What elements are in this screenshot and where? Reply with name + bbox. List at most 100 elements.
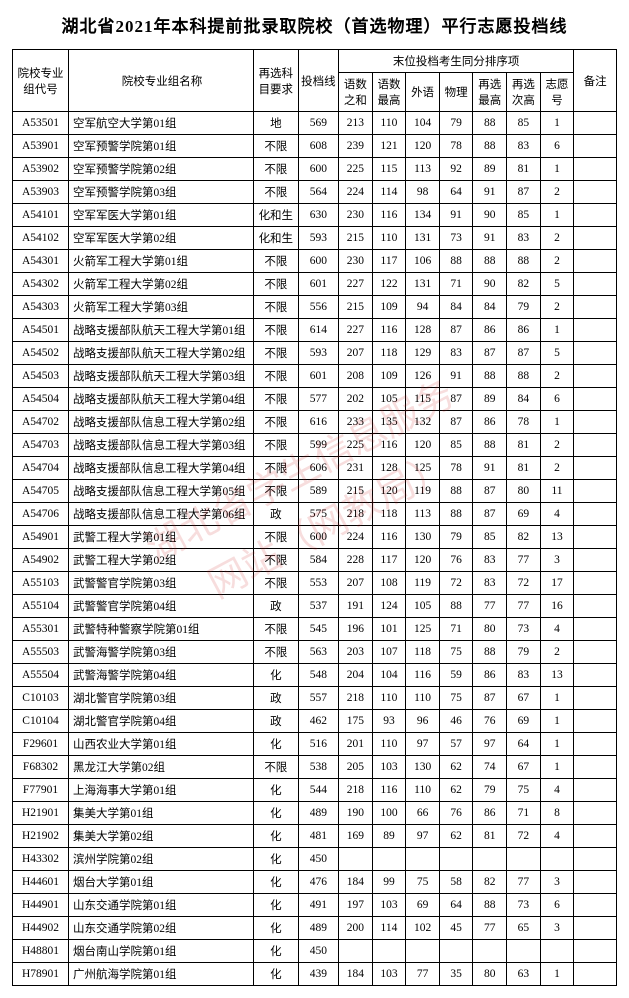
cell-note — [574, 572, 617, 595]
cell-note — [574, 963, 617, 986]
cell-s6: 88 — [507, 250, 541, 273]
cell-s3: 120 — [406, 549, 440, 572]
cell-note — [574, 158, 617, 181]
cell-s6: 84 — [507, 388, 541, 411]
cell-s7: 1 — [540, 204, 574, 227]
cell-note — [574, 595, 617, 618]
table-row: A54303火箭军工程大学第03组不限556215109948484792 — [13, 296, 617, 319]
cell-s5: 84 — [473, 296, 507, 319]
cell-score: 593 — [298, 342, 338, 365]
cell-score: 630 — [298, 204, 338, 227]
cell-s4: 79 — [439, 112, 473, 135]
header-sub6: 再选次高 — [507, 73, 541, 112]
cell-code: A55103 — [13, 572, 69, 595]
cell-s4: 92 — [439, 158, 473, 181]
cell-s3: 69 — [406, 894, 440, 917]
cell-name: 烟台南山学院第01组 — [69, 940, 254, 963]
cell-s4: 71 — [439, 273, 473, 296]
cell-code: A54902 — [13, 549, 69, 572]
cell-note — [574, 940, 617, 963]
cell-score: 476 — [298, 871, 338, 894]
cell-note — [574, 825, 617, 848]
cell-s5: 86 — [473, 664, 507, 687]
cell-name: 集美大学第02组 — [69, 825, 254, 848]
cell-code: A54501 — [13, 319, 69, 342]
cell-s3: 130 — [406, 526, 440, 549]
cell-s1: 228 — [339, 549, 373, 572]
cell-name: 武警工程大学第02组 — [69, 549, 254, 572]
cell-code: A54102 — [13, 227, 69, 250]
cell-s3: 110 — [406, 779, 440, 802]
header-note: 备注 — [574, 50, 617, 112]
cell-s2: 93 — [372, 710, 406, 733]
cell-s2: 116 — [372, 526, 406, 549]
cell-code: A54504 — [13, 388, 69, 411]
cell-code: H21901 — [13, 802, 69, 825]
cell-score: 544 — [298, 779, 338, 802]
cell-name: 战略支援部队航天工程大学第04组 — [69, 388, 254, 411]
cell-s6: 71 — [507, 802, 541, 825]
cell-s4: 87 — [439, 388, 473, 411]
table-row: A53902空军预警学院第02组不限6002251151139289811 — [13, 158, 617, 181]
cell-s2: 114 — [372, 181, 406, 204]
cell-s3: 94 — [406, 296, 440, 319]
cell-name: 山东交通学院第02组 — [69, 917, 254, 940]
cell-s5: 88 — [473, 434, 507, 457]
cell-s1: 230 — [339, 250, 373, 273]
cell-s2: 110 — [372, 227, 406, 250]
cell-note — [574, 710, 617, 733]
cell-name: 湖北警官学院第04组 — [69, 710, 254, 733]
cell-note — [574, 296, 617, 319]
cell-note — [574, 848, 617, 871]
cell-score: 616 — [298, 411, 338, 434]
cell-s6: 88 — [507, 365, 541, 388]
cell-s6: 83 — [507, 135, 541, 158]
cell-s3: 116 — [406, 664, 440, 687]
cell-s5: 91 — [473, 181, 507, 204]
cell-s5: 89 — [473, 158, 507, 181]
cell-s2: 124 — [372, 595, 406, 618]
cell-s4 — [439, 848, 473, 871]
cell-s4: 46 — [439, 710, 473, 733]
cell-s5: 87 — [473, 503, 507, 526]
cell-s5: 79 — [473, 779, 507, 802]
cell-s3: 105 — [406, 595, 440, 618]
cell-s7: 8 — [540, 802, 574, 825]
cell-s4: 87 — [439, 411, 473, 434]
cell-note — [574, 641, 617, 664]
cell-score: 600 — [298, 526, 338, 549]
cell-name: 黑龙江大学第02组 — [69, 756, 254, 779]
cell-s1: 231 — [339, 457, 373, 480]
header-sub4: 物理 — [439, 73, 473, 112]
cell-s2 — [372, 940, 406, 963]
cell-req: 不限 — [253, 641, 298, 664]
cell-s2: 108 — [372, 572, 406, 595]
cell-s7: 6 — [540, 388, 574, 411]
cell-s1: 215 — [339, 227, 373, 250]
cell-req: 不限 — [253, 756, 298, 779]
cell-s5: 74 — [473, 756, 507, 779]
cell-s1: 190 — [339, 802, 373, 825]
cell-score: 538 — [298, 756, 338, 779]
cell-name: 武警海警学院第04组 — [69, 664, 254, 687]
cell-note — [574, 365, 617, 388]
cell-score: 577 — [298, 388, 338, 411]
header-sub2: 语数最高 — [372, 73, 406, 112]
cell-note — [574, 388, 617, 411]
cell-req: 不限 — [253, 273, 298, 296]
cell-s1: 191 — [339, 595, 373, 618]
cell-req: 化 — [253, 963, 298, 986]
cell-s3: 131 — [406, 273, 440, 296]
cell-name: 空军预警学院第03组 — [69, 181, 254, 204]
cell-note — [574, 434, 617, 457]
cell-s5: 90 — [473, 273, 507, 296]
cell-name: 集美大学第01组 — [69, 802, 254, 825]
cell-s5: 91 — [473, 457, 507, 480]
cell-name: 战略支援部队信息工程大学第04组 — [69, 457, 254, 480]
cell-s1: 205 — [339, 756, 373, 779]
cell-s2: 117 — [372, 549, 406, 572]
cell-s1: 169 — [339, 825, 373, 848]
cell-s7: 4 — [540, 618, 574, 641]
cell-s5: 90 — [473, 204, 507, 227]
cell-s7: 5 — [540, 273, 574, 296]
